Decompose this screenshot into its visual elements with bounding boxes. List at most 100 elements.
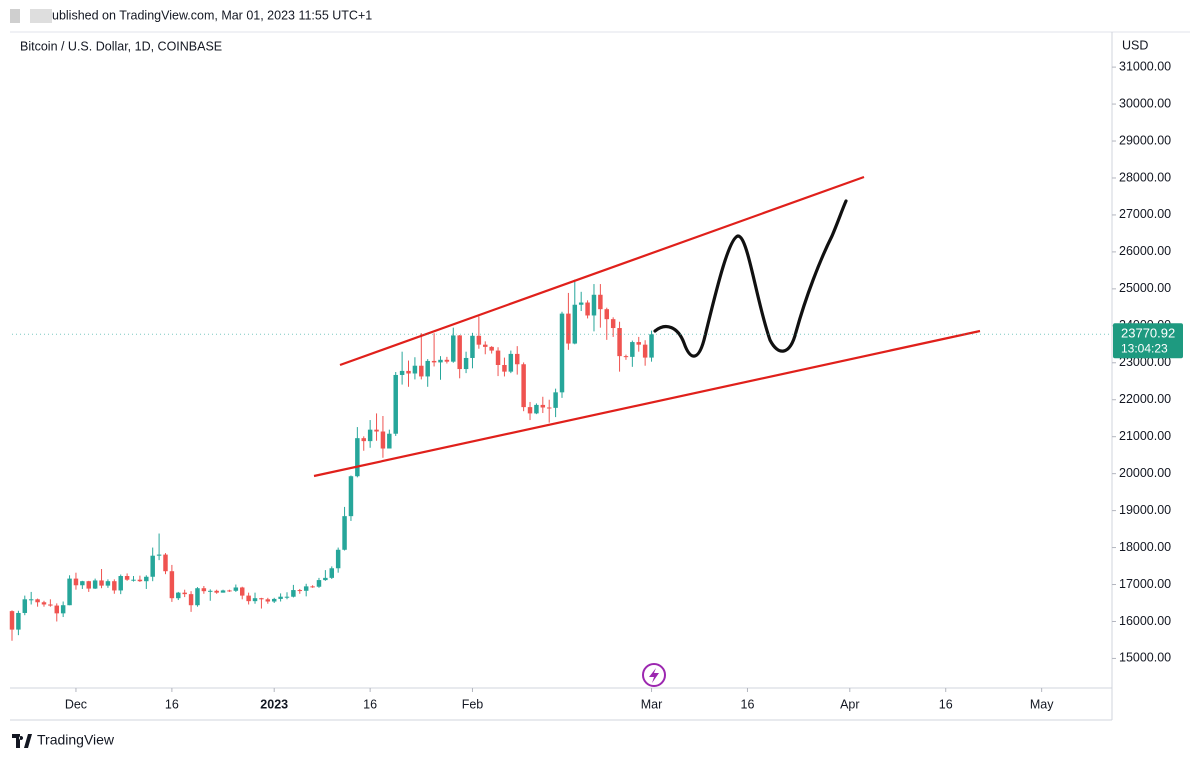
candle-body [182, 592, 187, 595]
candle-body [387, 433, 392, 449]
last-price-box [1113, 323, 1183, 359]
candle-body [239, 587, 245, 596]
candle-body [233, 587, 239, 591]
candle-body [16, 612, 21, 630]
candle-body [118, 576, 123, 591]
y-tick-label: 20000.00 [1119, 466, 1171, 480]
blur [30, 9, 52, 23]
candle-body [591, 294, 597, 316]
candle-body [156, 554, 162, 556]
candle-body [508, 353, 514, 372]
candle-body [425, 360, 430, 377]
candle-body [259, 598, 264, 600]
event-icon[interactable] [642, 663, 666, 687]
candle-body [80, 581, 85, 586]
candle-body [227, 590, 232, 592]
candle-body [617, 328, 622, 357]
candle-body [393, 374, 398, 434]
candle-body [54, 605, 60, 614]
countdown-label: 13:04:23 [1121, 341, 1168, 355]
candle-body [303, 586, 309, 591]
candle-body [150, 555, 155, 577]
projection-drawing [653, 199, 848, 358]
axis-unit: USD [1122, 38, 1148, 52]
candle-body [604, 309, 610, 320]
candle-body [329, 568, 335, 578]
y-tick-label: 18000.00 [1119, 540, 1171, 554]
candle-body [559, 313, 565, 393]
candle-body [642, 344, 648, 358]
candle-body [444, 359, 450, 362]
candle-body [572, 304, 578, 344]
candle-body [169, 571, 175, 599]
candle-body [163, 554, 168, 572]
candle-body [495, 350, 501, 365]
candle-body [578, 302, 584, 305]
candle-body [67, 578, 72, 606]
candle-body [649, 334, 654, 358]
x-tick-label: 2023 [260, 697, 288, 711]
candle-body [367, 429, 373, 442]
candle-body [297, 590, 303, 592]
header: ublished on TradingView.com, Mar 01, 202… [52, 8, 372, 22]
candle-body [438, 359, 443, 363]
y-tick-label: 31000.00 [1119, 59, 1171, 73]
candle-body [361, 438, 366, 442]
candle-body [463, 357, 469, 370]
y-tick-label: 25000.00 [1119, 281, 1171, 295]
candle-body [278, 596, 283, 599]
candle-body [521, 364, 526, 408]
candle-body [598, 294, 603, 310]
y-tick-label: 19000.00 [1119, 503, 1171, 517]
candle-body [92, 580, 98, 589]
candle-body [546, 407, 552, 409]
candle-body [208, 590, 213, 592]
candle-body [144, 576, 149, 582]
blur [10, 9, 20, 23]
candle-body [188, 594, 194, 606]
y-tick-label: 22000.00 [1119, 392, 1171, 406]
x-tick-label: Dec [65, 697, 87, 711]
candle-body [457, 335, 462, 370]
candle-body [623, 356, 629, 358]
candle-body [419, 365, 424, 377]
candle-body [28, 599, 34, 601]
candle-body [271, 598, 277, 602]
candle-body [60, 605, 66, 614]
candle-body [137, 579, 143, 582]
candle-body [9, 611, 15, 630]
candle-body [316, 580, 322, 587]
candle-body [476, 335, 482, 345]
candle-body [636, 342, 641, 345]
trend-line-upper [339, 175, 865, 367]
trend-line-lower [313, 329, 981, 478]
candle-body [323, 577, 328, 581]
candle-body [335, 549, 341, 569]
x-tick-label: 16 [165, 697, 179, 711]
candle-body [451, 335, 456, 362]
candle-body [514, 353, 520, 365]
y-tick-label: 26000.00 [1119, 244, 1171, 258]
candle-body [630, 342, 635, 357]
candle-body [252, 598, 258, 602]
candle-body [527, 407, 533, 414]
x-tick-label: 16 [363, 697, 377, 711]
x-tick-label: Mar [641, 697, 663, 711]
candle-body [176, 592, 181, 599]
candle-body [131, 579, 136, 581]
candle-body [195, 588, 200, 606]
event-icon-bolt [649, 668, 659, 683]
x-tick-label: May [1030, 697, 1054, 711]
x-tick-label: Apr [840, 697, 859, 711]
candle-body [348, 476, 354, 517]
candle-body [380, 431, 386, 449]
x-tick-label: Feb [462, 697, 484, 711]
y-tick-label: 21000.00 [1119, 429, 1171, 443]
candle-body [566, 313, 571, 344]
candle-body [553, 392, 558, 408]
candle-body [585, 302, 590, 316]
y-tick-label: 30000.00 [1119, 96, 1171, 110]
y-tick-label: 16000.00 [1119, 614, 1171, 628]
candle-body [470, 335, 475, 358]
